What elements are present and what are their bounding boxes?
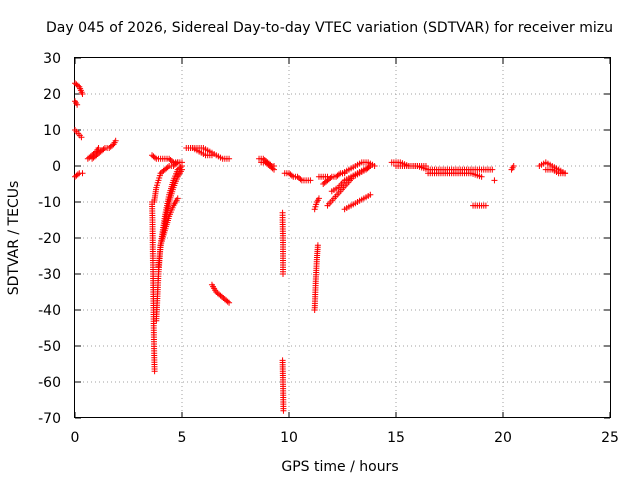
data-point [79, 91, 86, 97]
data-point [297, 176, 304, 183]
data-point [95, 145, 102, 151]
x-tick-label: 5 [178, 430, 187, 446]
y-tick-label: -40 [38, 303, 61, 319]
data-point [371, 163, 378, 169]
y-tick-label: -30 [38, 267, 61, 283]
axis-ticks: 0 5 10 15 20 25 -70 -60 -50 -40 -30 -20 -10 0 10 20 30 [38, 51, 619, 446]
data-point [224, 298, 231, 305]
data-point [482, 202, 489, 209]
y-tick-label: 0 [52, 159, 61, 175]
y-tick-label: -20 [38, 231, 61, 247]
data-point [269, 165, 276, 172]
plot-frame [74, 57, 611, 418]
data-point [112, 137, 119, 144]
data-point [74, 171, 81, 178]
data-point [173, 160, 180, 167]
data-point [151, 368, 158, 375]
data-point [489, 166, 496, 173]
x-tick-label: 25 [601, 430, 619, 446]
y-tick-label: -10 [38, 195, 61, 211]
data-point [478, 173, 485, 180]
data-point [562, 170, 569, 177]
data-point [335, 171, 342, 178]
data-point [491, 177, 498, 184]
data-point [179, 166, 185, 173]
x-axis-label: GPS time / hours [281, 459, 398, 475]
chart-title: Day 045 of 2026, Sidereal Day-to-day VTE… [46, 20, 613, 36]
data-point [280, 407, 287, 414]
x-tick-label: 10 [280, 430, 298, 446]
data-point [226, 299, 233, 306]
data-point [151, 154, 158, 161]
y-tick-label: 20 [43, 87, 61, 103]
y-tick-label: 30 [43, 51, 61, 67]
data-point [367, 191, 374, 198]
x-tick-label: 0 [71, 430, 80, 446]
data-point [100, 146, 107, 153]
data-point [174, 159, 181, 166]
data-point [280, 271, 287, 277]
data-points [72, 80, 569, 414]
data-point [271, 166, 278, 173]
data-point [74, 101, 81, 108]
y-tick-label: -70 [38, 411, 61, 427]
y-tick-label: 10 [43, 123, 61, 139]
data-point [164, 164, 171, 171]
x-tick-label: 15 [387, 430, 405, 446]
gridlines [75, 58, 610, 418]
data-point [510, 163, 517, 169]
data-point [307, 177, 314, 184]
data-point [288, 172, 295, 179]
y-tick-label: -50 [38, 339, 61, 355]
data-point [327, 175, 334, 181]
data-point [174, 195, 181, 202]
x-tick-label: 20 [494, 430, 512, 446]
data-point [79, 170, 86, 177]
data-point [314, 242, 321, 249]
data-point [78, 134, 85, 141]
y-tick-label: -60 [38, 375, 61, 391]
data-point [315, 195, 322, 202]
data-point [169, 158, 176, 165]
data-point [226, 155, 233, 162]
y-axis-label: SDTVAR / TECUs [6, 181, 22, 296]
